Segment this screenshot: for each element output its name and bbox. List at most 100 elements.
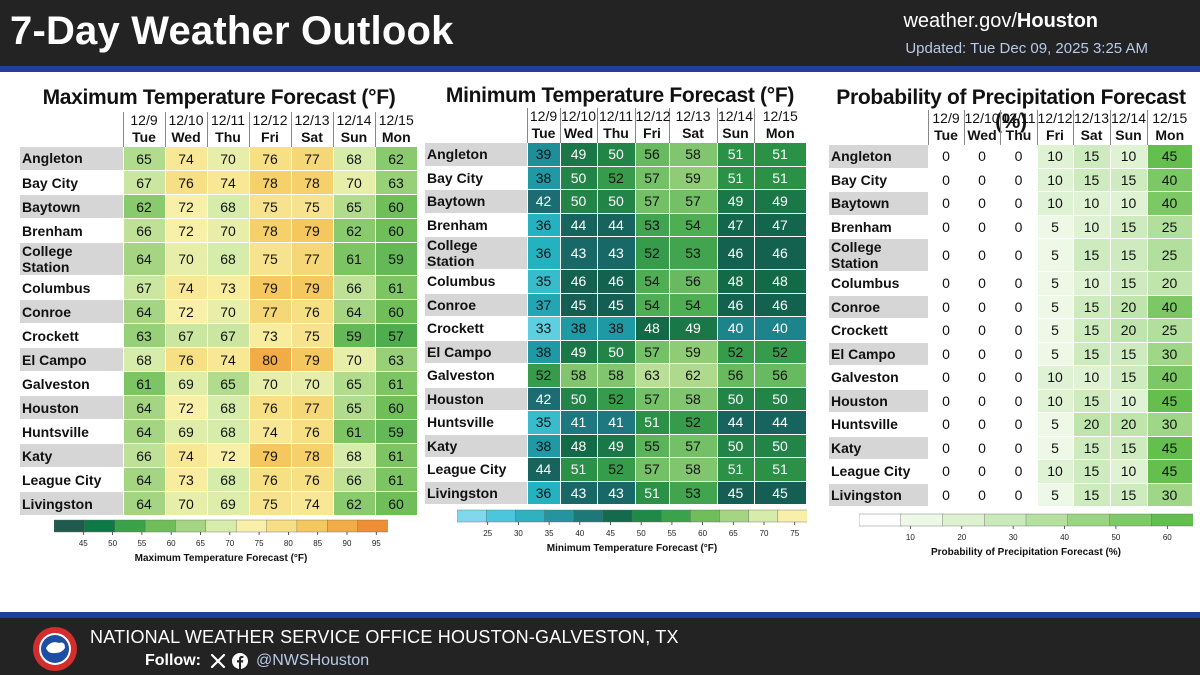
value-cell: 0 <box>963 214 1001 239</box>
value-cell: 61 <box>332 242 376 276</box>
day-column-header: 12/15 Mon <box>753 108 806 143</box>
value-cell: 57 <box>634 386 670 411</box>
value-cell: 15 <box>1109 365 1148 390</box>
day-column-header: 12/10 Wed <box>164 112 207 147</box>
value-cell: 59 <box>668 165 718 190</box>
value-cell: 65 <box>122 146 166 171</box>
value-cell: 76 <box>164 347 208 372</box>
value-cell: 75 <box>290 323 334 348</box>
city-label: League City <box>829 459 928 484</box>
value-cell: 0 <box>999 388 1038 413</box>
value-cell: 76 <box>164 170 208 195</box>
value-cell: 66 <box>122 443 166 468</box>
value-cell: 56 <box>753 363 807 388</box>
value-cell: 15 <box>1072 388 1111 413</box>
value-cell: 70 <box>164 491 208 516</box>
value-cell: 49 <box>559 339 598 364</box>
value-cell: 36 <box>526 480 561 505</box>
value-cell: 10 <box>1036 388 1074 413</box>
colorbar-tick-label: 65 <box>196 539 205 548</box>
value-cell: 40 <box>1146 191 1193 216</box>
value-cell: 70 <box>332 347 376 372</box>
value-cell: 51 <box>634 480 670 505</box>
date-label: 12/15 <box>378 112 414 128</box>
colorbar-segment <box>515 509 546 523</box>
value-cell: 59 <box>374 419 418 444</box>
day-column-header: 12/13 Sat <box>1072 110 1110 145</box>
date-label: 12/11 <box>211 112 245 128</box>
city-label: Baytown <box>829 191 928 216</box>
value-cell: 74 <box>164 443 208 468</box>
value-cell: 66 <box>332 275 376 300</box>
colorbar-tick-label: 70 <box>760 529 769 538</box>
value-cell: 51 <box>753 142 807 167</box>
value-cell: 0 <box>999 459 1038 484</box>
value-cell: 77 <box>248 299 292 324</box>
value-cell: 73 <box>248 323 292 348</box>
colorbar-tick-label: 65 <box>729 529 738 538</box>
pop-panel: Probability of Precipitation Forecast (%… <box>829 82 1194 572</box>
value-cell: 40 <box>716 316 755 341</box>
city-label: Angleton <box>829 144 928 169</box>
date-label: 12/15 <box>762 108 798 124</box>
date-label: 12/12 <box>635 108 671 124</box>
weekday-label: Thu <box>603 125 629 141</box>
value-cell: 57 <box>668 189 718 214</box>
pop-header: 12/9 Tue 12/10 Wed 12/11 Thu 12/12 Fri 12/13 Sat 1… <box>829 110 1192 145</box>
value-cell: 75 <box>248 242 292 276</box>
value-cell: 0 <box>963 459 1001 484</box>
social-handle[interactable]: @NWSHouston <box>256 652 370 669</box>
pop-colorbar: 10 20 30 40 50 60 <box>858 513 1194 542</box>
value-cell: 66 <box>122 218 166 243</box>
value-cell: 0 <box>963 191 1001 216</box>
value-cell: 50 <box>559 165 598 190</box>
value-cell: 0 <box>927 482 965 507</box>
value-cell: 49 <box>559 142 598 167</box>
facebook-icon[interactable] <box>232 653 248 669</box>
value-cell: 70 <box>206 299 250 324</box>
header-row: 12/9 Tue 12/10 Wed 12/11 Thu 12/12 Fri 12/13 Sat 1… <box>829 110 1192 145</box>
value-cell: 20 <box>1109 412 1148 437</box>
date-label: 12/12 <box>1037 110 1073 126</box>
day-column-header: 12/15 Mon <box>374 112 417 147</box>
weekday-label: Sun <box>1115 127 1142 143</box>
value-cell: 78 <box>248 170 292 195</box>
date-label: 12/9 <box>529 108 558 124</box>
value-cell: 15 <box>1072 341 1111 366</box>
max-temp-body: Angleton 65 74 70 76 77 68 62 Bay City 67 76 74 78 78… <box>20 146 418 516</box>
colorbar-tick-label: 45 <box>79 539 88 548</box>
city-label: Brenham <box>20 218 123 243</box>
colorbar-segment <box>690 509 721 523</box>
value-cell: 51 <box>716 165 755 190</box>
value-cell: 65 <box>332 194 376 219</box>
city-label: Houston <box>829 389 928 413</box>
colorbar-segment <box>748 509 779 523</box>
city-label: Houston <box>425 387 527 411</box>
value-cell: 15 <box>1109 435 1148 460</box>
value-cell: 15 <box>1109 482 1148 507</box>
value-cell: 44 <box>716 410 755 435</box>
x-twitter-icon[interactable] <box>210 653 226 669</box>
pop-legend-label: Probability of Precipitation Forecast (%… <box>930 547 1122 558</box>
value-cell: 76 <box>290 467 334 492</box>
day-column-header: 12/12 Fri <box>1036 110 1073 145</box>
min-temp-body: Angleton 39 49 50 56 58 51 51 Bay City 38 50 52 57 59… <box>425 142 807 505</box>
value-cell: 10 <box>1072 365 1111 390</box>
value-cell: 0 <box>999 435 1038 460</box>
value-cell: 77 <box>290 395 334 420</box>
value-cell: 15 <box>1072 318 1111 343</box>
site-link[interactable]: weather.gov/Houston <box>903 10 1098 33</box>
value-cell: 38 <box>559 316 598 341</box>
header-row: 12/9 Tue 12/10 Wed 12/11 Thu 12/12 Fri 12/13 Sat 1… <box>425 108 806 143</box>
value-cell: 0 <box>927 144 965 169</box>
table-row: League City 44 51 52 57 58 51 51 <box>425 457 807 482</box>
value-cell: 50 <box>596 189 636 214</box>
value-cell: 53 <box>668 480 718 505</box>
min-temp-panel: Minimum Temperature Forecast (°F) 12/9 Tu… <box>425 80 815 570</box>
value-cell: 30 <box>1146 341 1193 366</box>
header-corner <box>829 110 928 145</box>
value-cell: 49 <box>716 189 755 214</box>
value-cell: 45 <box>1146 435 1193 460</box>
colorbar-tick-label: 30 <box>514 529 523 538</box>
city-label: League City <box>20 467 123 492</box>
